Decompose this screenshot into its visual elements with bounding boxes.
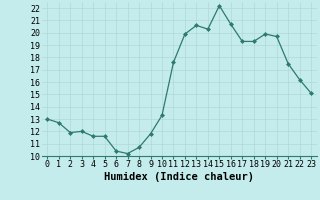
X-axis label: Humidex (Indice chaleur): Humidex (Indice chaleur): [104, 172, 254, 182]
